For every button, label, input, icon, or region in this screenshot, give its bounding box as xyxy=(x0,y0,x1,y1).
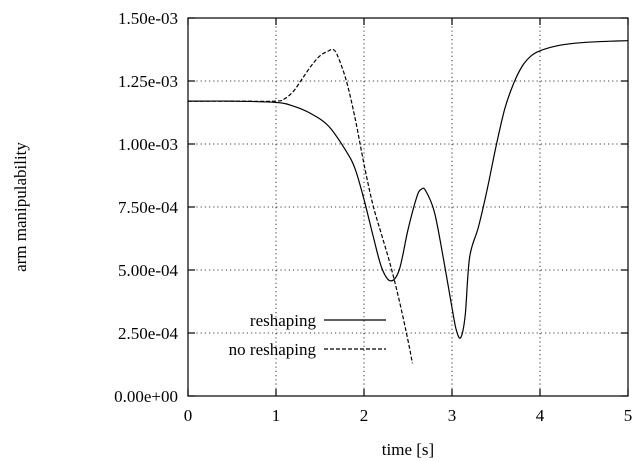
series xyxy=(187,40,629,364)
x-tick-label: 0 xyxy=(184,406,193,425)
series-line-no-reshaping xyxy=(188,48,413,364)
axis-ticks: 0 1 2 3 4 5 0.00e+00 2.50e-04 5.00e-04 7.50e-04 1.… xyxy=(114,9,632,425)
legend-label-reshaping: reshaping xyxy=(250,311,317,330)
x-axis-label: time [s] xyxy=(382,440,434,459)
x-tick-label: 3 xyxy=(448,406,457,425)
y-tick-label: 2.50e-04 xyxy=(118,324,178,343)
x-tick-label: 4 xyxy=(536,406,545,425)
y-tick-label: 1.50e-03 xyxy=(118,9,178,28)
x-tick-label: 2 xyxy=(360,406,369,425)
y-tick-label: 5.00e-04 xyxy=(118,261,178,280)
series-line-reshaping xyxy=(187,40,629,339)
y-tick-label: 7.50e-04 xyxy=(118,198,178,217)
x-tick-label: 1 xyxy=(272,406,281,425)
x-tick-label: 5 xyxy=(624,406,633,425)
grid xyxy=(188,18,628,396)
y-tick-label: 1.25e-03 xyxy=(118,72,178,91)
y-axis-label: arm manipulability xyxy=(11,142,30,272)
legend: reshaping no reshaping xyxy=(229,311,386,359)
y-tick-label: 0.00e+00 xyxy=(114,387,178,406)
legend-label-no-reshaping: no reshaping xyxy=(229,340,317,359)
y-tick-label: 1.00e-03 xyxy=(118,135,178,154)
